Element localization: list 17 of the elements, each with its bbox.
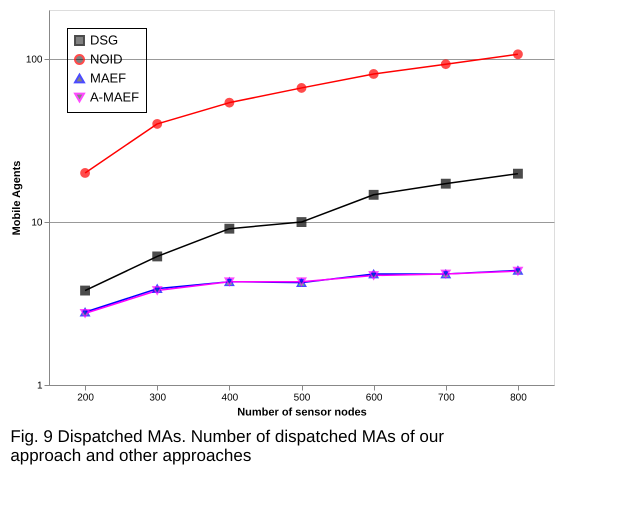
legend-label: NOID (90, 52, 122, 66)
y-tick-label: 1 (36, 380, 43, 392)
caption: Fig. 9 Dispatched MAs. Number of dispatched MAs of our approach and other approaches (10, 427, 444, 465)
x-tick-label: 700 (438, 392, 456, 404)
y-tick-label: 100 (26, 54, 43, 66)
x-tick-label: 200 (77, 392, 94, 404)
legend-label: MAEF (90, 70, 126, 86)
x-axis-title: Number of sensor nodes (237, 406, 367, 418)
legend-label: A-MAEF (90, 90, 140, 104)
y-tick-label: 10 (31, 218, 43, 229)
x-tick-label: 500 (294, 392, 311, 404)
x-tick-label: 600 (366, 392, 383, 404)
legend-label: DSG (90, 32, 118, 48)
y-axis-title: Mobile Agents (10, 160, 23, 236)
x-tick-label: 400 (222, 392, 239, 404)
x-tick-label: 800 (510, 392, 528, 404)
x-tick-label: 300 (149, 392, 166, 404)
